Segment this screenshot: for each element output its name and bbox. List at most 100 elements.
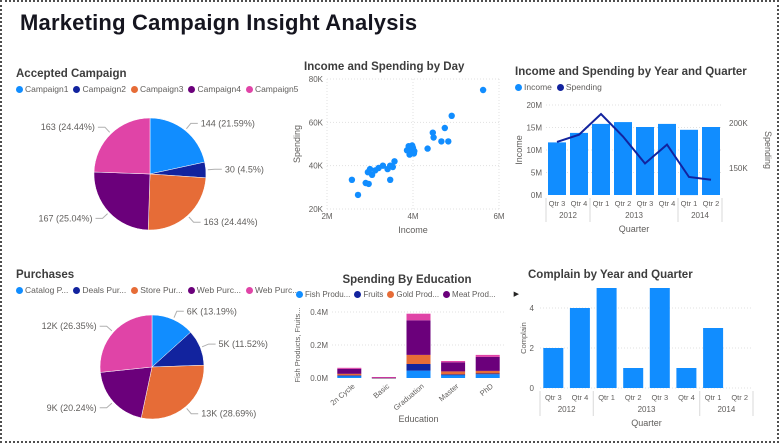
income-bar[interactable] — [702, 127, 720, 195]
scatter-point[interactable] — [448, 112, 455, 119]
x-tick-label: Graduation — [392, 382, 426, 413]
complain-bar[interactable] — [569, 308, 590, 388]
complain-bar[interactable] — [649, 288, 670, 388]
pie-data-label: 6K (13.19%) — [187, 306, 237, 316]
legend-item[interactable]: Campaign2 — [73, 84, 126, 94]
income-bar[interactable] — [592, 123, 610, 195]
scatter-point[interactable] — [479, 86, 487, 94]
scatter-point[interactable] — [391, 158, 398, 165]
legend-item[interactable]: Catalog P... — [16, 285, 68, 295]
y-axis-title: Complain — [520, 322, 528, 354]
stacked-segment[interactable] — [475, 373, 500, 375]
scatter-point[interactable] — [354, 191, 362, 199]
scatter-point[interactable] — [411, 147, 418, 155]
stacked-segment[interactable] — [337, 367, 362, 369]
stacked-segment[interactable] — [475, 374, 500, 378]
legend-item[interactable]: Web Purc... — [187, 285, 241, 295]
legend-item[interactable]: Campaign5 — [245, 84, 298, 94]
purchases-canvas[interactable]: 6K (13.19%) 5K (11.52%) 13K (28.69%) 9K (20… — [10, 295, 288, 435]
stacked-segment[interactable] — [371, 377, 396, 378]
stacked-segment[interactable] — [337, 376, 362, 378]
scatter-point[interactable] — [445, 138, 452, 145]
scatter-point[interactable] — [429, 129, 436, 136]
pie-data-label: 144 (21.59%) — [201, 118, 255, 128]
axis-text: 4 — [530, 304, 535, 313]
scatter-point[interactable] — [441, 124, 448, 132]
pie-slice[interactable] — [93, 171, 151, 231]
income-bar[interactable] — [614, 122, 632, 195]
callout-line — [201, 343, 216, 348]
stacked-segment[interactable] — [406, 364, 431, 371]
stacked-segment[interactable] — [441, 375, 466, 378]
income-spending-quarter-canvas[interactable]: 0M 5M 10M 15M 20M 150K 200K Qtr 3 Qtr 4 Qtr 1 Qtr … — [514, 92, 777, 252]
legend-dot-icon — [556, 83, 564, 91]
pie-slice[interactable] — [149, 117, 205, 175]
legend-item[interactable]: Income — [515, 82, 552, 92]
stacked-segment[interactable] — [406, 320, 431, 355]
stacked-segment[interactable] — [441, 361, 466, 363]
spending-line[interactable] — [556, 112, 712, 181]
callout-line — [99, 325, 113, 332]
complain-bar[interactable] — [543, 348, 564, 388]
stacked-segment[interactable] — [406, 354, 431, 364]
scatter-point[interactable] — [379, 162, 387, 169]
scatter-point[interactable] — [387, 176, 394, 183]
income-spending-day-canvas[interactable]: 2M 4M 6M 20K 40K 60K 80K Income Spending — [288, 73, 516, 251]
pie-slice[interactable] — [100, 366, 153, 419]
stacked-segment[interactable] — [475, 370, 500, 374]
income-bar[interactable] — [658, 123, 676, 195]
stacked-segment[interactable] — [337, 375, 362, 377]
legend-item[interactable]: Web Purc... — [246, 285, 299, 295]
complain-bar[interactable] — [596, 288, 617, 388]
legend-item[interactable]: Campaign4 — [188, 84, 241, 94]
pie-slice[interactable] — [147, 173, 207, 231]
stacked-segment[interactable] — [441, 374, 466, 376]
legend-item[interactable]: Spending — [556, 82, 602, 92]
spending-education-canvas[interactable]: 0.0M 0.2M 0.4M 2n Cycle Basic Graduation Maste… — [292, 299, 522, 437]
income-bar[interactable] — [570, 132, 588, 195]
accepted-campaign-legend: Campaign1 Campaign2 Campaign3 Campaign4 Camp… — [16, 84, 298, 94]
stacked-segment[interactable] — [475, 354, 500, 357]
income-bar[interactable] — [636, 127, 654, 195]
scatter-point[interactable] — [365, 180, 372, 188]
income-bar[interactable] — [680, 129, 698, 196]
legend-item[interactable]: Store Pur... — [131, 285, 183, 295]
legend-item[interactable]: Gold Prod... — [387, 290, 439, 299]
income-bar[interactable] — [548, 142, 566, 195]
legend-dot-icon — [73, 85, 81, 93]
complain-quarter-canvas[interactable]: 0 2 4 Qtr 3 Qtr 4 Qtr 1 Qtr 2 Qtr 3 Qtr 4 Qtr 1 Qt… — [519, 281, 777, 437]
stacked-segment[interactable] — [406, 370, 431, 378]
legend-item[interactable]: Campaign1 — [16, 84, 68, 94]
scatter-point[interactable] — [348, 176, 356, 183]
complain-bar[interactable] — [703, 328, 724, 388]
stacked-segment[interactable] — [337, 373, 362, 376]
legend-item[interactable]: Deals Pur... — [73, 285, 126, 295]
stacked-segment[interactable] — [441, 371, 466, 375]
legend-item[interactable]: Meat Prod... — [443, 290, 496, 299]
stacked-segment[interactable] — [337, 368, 362, 374]
stacked-segment[interactable] — [441, 362, 466, 372]
scatter-point[interactable] — [424, 145, 431, 152]
scatter-point[interactable] — [438, 138, 445, 145]
pie-slice[interactable] — [99, 314, 153, 373]
legend-item[interactable]: Fruits — [354, 290, 383, 299]
complain-bar[interactable] — [623, 368, 644, 388]
scatter-point[interactable] — [389, 163, 396, 171]
year-label: 2012 — [558, 405, 576, 414]
legend-scroll-arrow[interactable]: ▶ — [513, 291, 519, 298]
stacked-segment[interactable] — [475, 356, 500, 371]
legend-item[interactable]: Campaign3 — [130, 84, 184, 94]
pie-slice[interactable] — [140, 364, 205, 420]
accepted-campaign-canvas[interactable]: 144 (21.59%) 30 (4.5%) 163 (24.44%) 167 (25… — [10, 94, 288, 258]
stacked-segment[interactable] — [406, 313, 431, 321]
spending-education-legend: ▶ Fish Produ... Fruits Gold Prod... Meat Pr… — [296, 290, 522, 299]
x-tick-label: Master — [437, 381, 461, 403]
scatter-point[interactable] — [366, 165, 374, 173]
legend-dot-icon — [188, 85, 196, 93]
complain-bar[interactable] — [676, 368, 697, 388]
scatter-point[interactable] — [430, 134, 437, 141]
legend-label: Campaign3 — [139, 84, 184, 94]
legend-item[interactable]: Fish Produ... — [296, 290, 350, 299]
pie-slice[interactable] — [93, 117, 151, 175]
x-axis-title: Quarter — [619, 224, 650, 234]
